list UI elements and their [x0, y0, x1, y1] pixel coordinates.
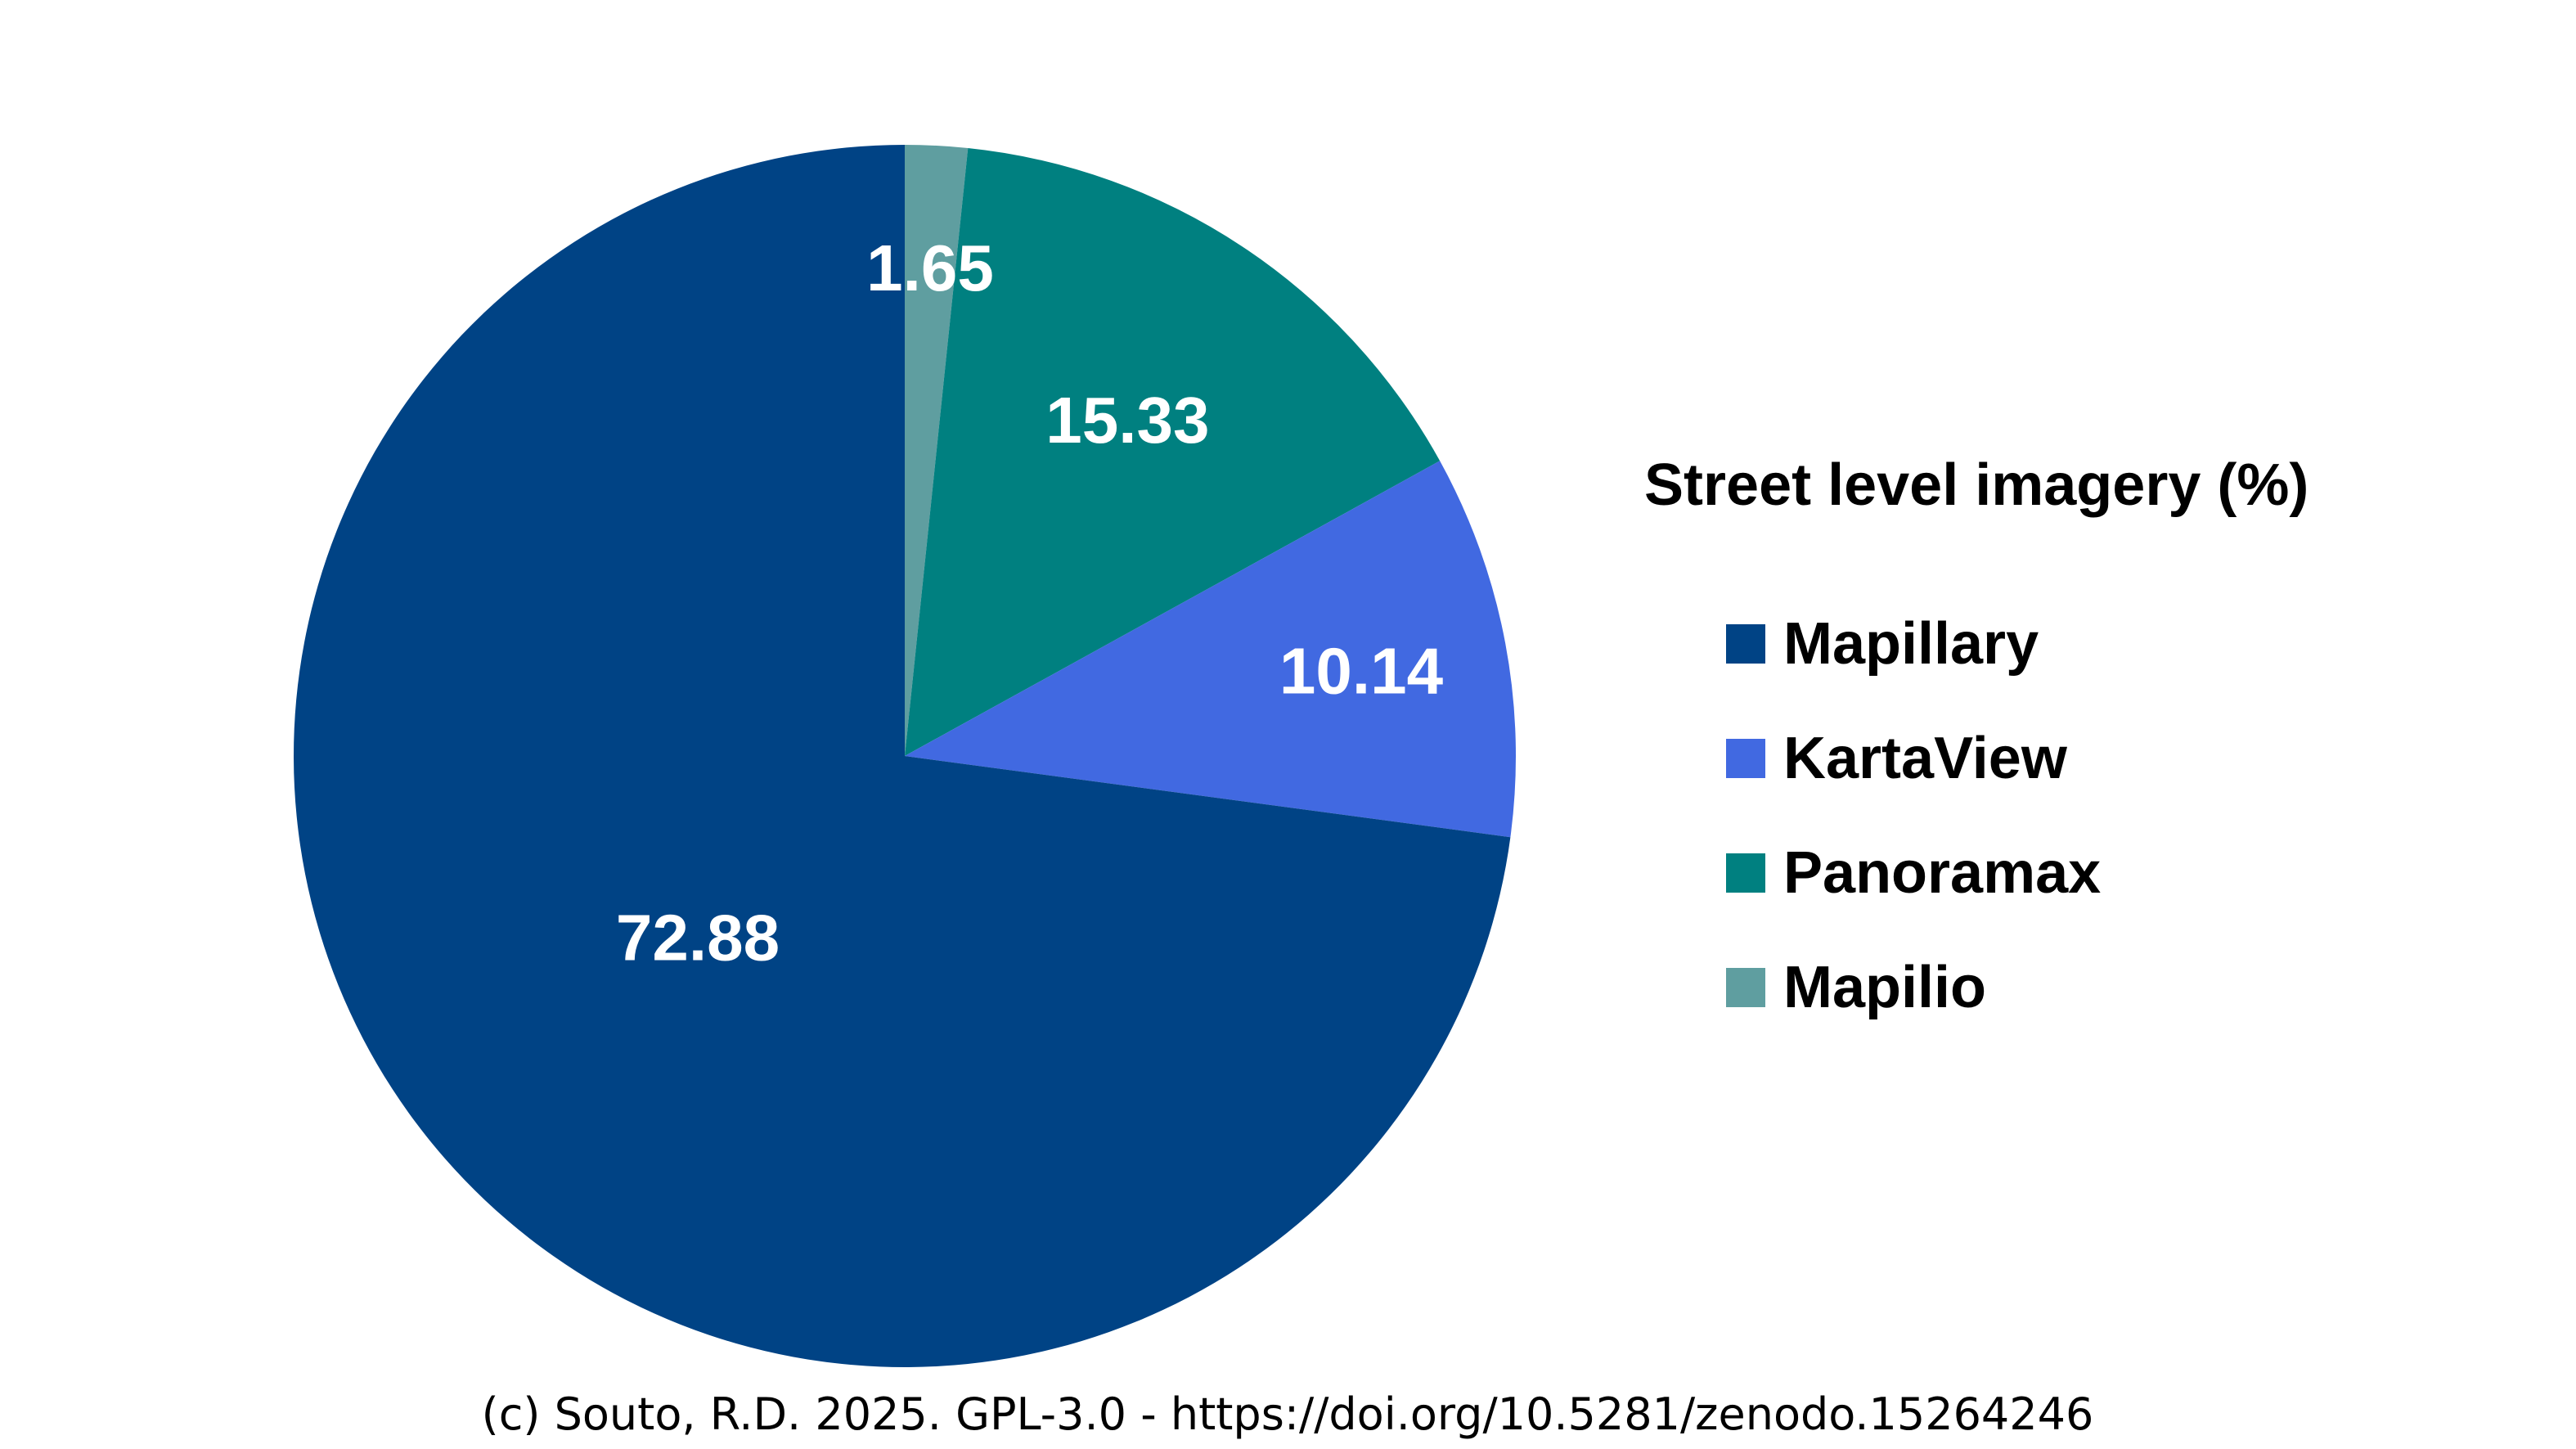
legend-label-mapilio: Mapilio [1783, 955, 1986, 1020]
slice-value-label-panoramax: 15.33 [1045, 384, 1209, 457]
legend-swatch-mapilio [1726, 968, 1765, 1007]
pie-slice-mapilio [905, 145, 969, 756]
slice-value-label-kartaview: 10.14 [1279, 634, 1444, 707]
legend: Mapillary KartaView Panoramax Mapilio [1726, 611, 2101, 1020]
pie-slices [293, 145, 1516, 1367]
legend-swatch-panoramax [1726, 853, 1765, 893]
pie-slice-panoramax [905, 148, 1441, 756]
slice-value-label-mapillary: 72.88 [616, 901, 780, 974]
caption: (c) Souto, R.D. 2025. GPL-3.0 - https://… [482, 1388, 2094, 1440]
pie-slice-mapillary [293, 145, 1511, 1367]
legend-label-kartaview: KartaView [1783, 726, 2068, 791]
legend-swatch-mapillary [1726, 624, 1765, 664]
slice-value-label-mapilio: 1.65 [866, 232, 994, 304]
legend-title: Street level imagery (%) [1644, 452, 2309, 518]
legend-swatch-kartaview [1726, 739, 1765, 778]
legend-label-mapillary: Mapillary [1783, 611, 2039, 677]
legend-label-panoramax: Panoramax [1783, 840, 2101, 906]
pie-slice-kartaview [905, 461, 1516, 838]
pie-slice-labels: 1.65 15.33 10.14 72.88 [616, 232, 1444, 974]
